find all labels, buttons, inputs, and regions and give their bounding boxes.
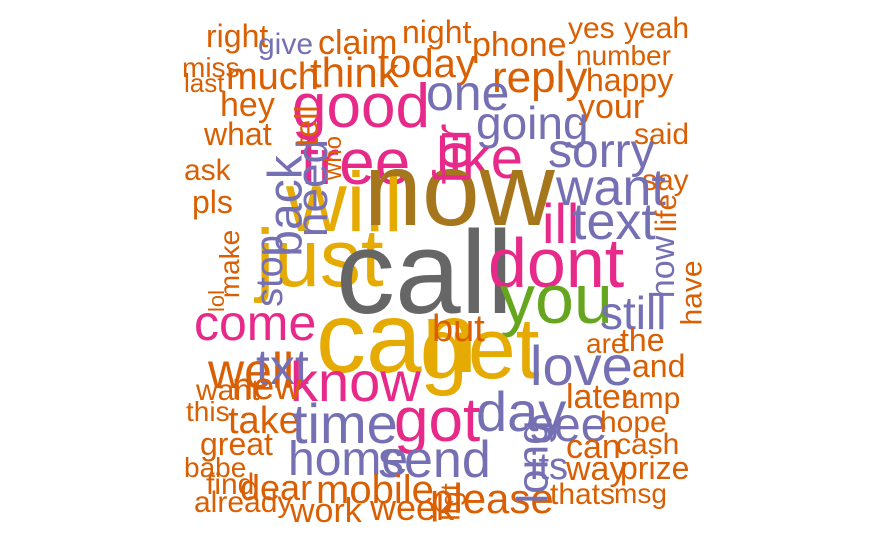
word-good: good: [292, 72, 430, 141]
word-tell: tell: [288, 105, 325, 147]
word-see: see: [530, 399, 608, 452]
word-right: right: [206, 18, 269, 54]
word-can: can: [566, 428, 621, 466]
word-yes: yes: [568, 12, 615, 45]
word-ill: ill: [542, 192, 580, 255]
word-claim: claim: [318, 24, 398, 62]
word-cash: cash: [616, 428, 680, 461]
word-great: great: [200, 426, 273, 462]
word-give: give: [258, 28, 314, 61]
word-the: the: [620, 322, 665, 358]
word-week: week: [370, 487, 455, 528]
word-hope: hope: [600, 406, 667, 439]
word-said: said: [634, 118, 690, 151]
word-come: come: [194, 295, 317, 351]
word-got: got: [394, 386, 481, 455]
word-and: and: [632, 348, 686, 384]
word-dear: dear: [240, 467, 313, 508]
word-for: for: [423, 123, 482, 185]
word-you: you: [500, 260, 613, 338]
word-babe: babe: [184, 452, 247, 483]
word-last: last: [184, 68, 225, 98]
word-miss: miss: [182, 52, 240, 83]
word-want: want: [556, 159, 666, 217]
word-think: think: [310, 49, 399, 96]
word-have: have: [675, 260, 709, 326]
word-one: one: [426, 65, 510, 121]
word-sorry: sorry: [548, 125, 655, 178]
word-send: send: [378, 431, 491, 489]
word-happy: happy: [586, 62, 674, 98]
word-just: just: [256, 213, 384, 304]
word-phone: phone: [472, 26, 567, 64]
word-home: home: [288, 433, 409, 486]
word-now: now: [364, 132, 555, 248]
word-text: text: [572, 193, 656, 251]
word-ltgt: ltgt: [434, 483, 466, 521]
word-like: like: [436, 126, 524, 191]
word-call: call: [336, 207, 514, 339]
word-still: still: [600, 287, 667, 339]
word-this: this: [186, 396, 230, 427]
word-its: its: [530, 446, 568, 488]
word-going: going: [476, 97, 589, 149]
word-thats: thats: [550, 478, 616, 511]
word-take: take: [228, 400, 300, 442]
word-pls: pls: [192, 184, 233, 220]
word-who: who: [320, 135, 348, 181]
word-night: night: [402, 14, 472, 50]
word-make: make: [214, 229, 246, 299]
word-free: free: [300, 126, 411, 198]
word-amp: amp: [622, 382, 681, 415]
word-love: love: [530, 334, 633, 397]
word-day: day: [476, 380, 567, 443]
word-want: want: [196, 374, 260, 407]
word-lol: lol: [204, 289, 230, 313]
word-ask: ask: [184, 154, 231, 187]
word-hey: hey: [220, 86, 275, 124]
word-mobile: mobile: [316, 468, 434, 512]
word-know: know: [290, 350, 421, 413]
word-txt: txt: [256, 339, 309, 395]
word-already: already: [194, 486, 293, 519]
word-new: new: [232, 366, 302, 408]
word-prize: prize: [620, 450, 690, 486]
word-msg: msg: [614, 478, 667, 509]
word-dont: dont: [488, 224, 625, 302]
word-much: much: [226, 56, 319, 98]
word-get: get: [420, 301, 540, 397]
word-today: today: [378, 42, 476, 86]
word-but: but: [432, 308, 485, 350]
word-long: long: [508, 420, 558, 504]
word-work: work: [290, 492, 362, 530]
word-stop: stop: [248, 235, 291, 307]
word-later: later: [566, 378, 633, 416]
word-yeah: yeah: [624, 12, 690, 45]
word-reply: reply: [492, 53, 588, 102]
word-well: well: [208, 343, 295, 399]
word-way: way: [566, 450, 627, 488]
word-can: can: [316, 282, 478, 394]
word-say: say: [642, 164, 689, 197]
word-life: life: [650, 193, 684, 233]
word-time: time: [292, 392, 398, 455]
word-please: please: [430, 475, 554, 522]
word-find: find: [206, 468, 255, 501]
word-number: number: [576, 40, 671, 71]
word-will: will: [286, 155, 403, 249]
word-are: are: [586, 328, 627, 359]
word-your: your: [578, 88, 645, 126]
word-what: what: [204, 116, 272, 152]
